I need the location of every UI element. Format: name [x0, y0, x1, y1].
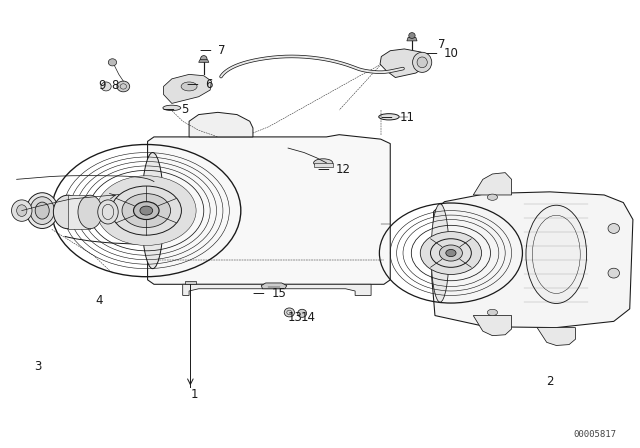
Ellipse shape: [608, 268, 620, 278]
Ellipse shape: [78, 195, 102, 228]
Ellipse shape: [284, 308, 294, 317]
Polygon shape: [184, 281, 196, 284]
Polygon shape: [198, 60, 209, 62]
Ellipse shape: [26, 193, 58, 228]
Polygon shape: [432, 192, 633, 327]
Polygon shape: [189, 112, 253, 137]
Text: 3: 3: [35, 360, 42, 374]
Text: —: —: [186, 78, 198, 91]
Circle shape: [97, 176, 196, 246]
Ellipse shape: [30, 197, 54, 224]
Text: 10: 10: [444, 47, 459, 60]
Ellipse shape: [141, 152, 164, 269]
Text: —: —: [381, 111, 392, 124]
Polygon shape: [182, 284, 371, 296]
Polygon shape: [407, 37, 417, 41]
Ellipse shape: [413, 52, 432, 73]
Text: 8: 8: [111, 79, 118, 92]
Polygon shape: [473, 315, 511, 336]
Ellipse shape: [181, 82, 197, 91]
Polygon shape: [473, 172, 511, 195]
Circle shape: [420, 232, 481, 275]
Polygon shape: [148, 135, 390, 284]
Text: 2: 2: [546, 375, 554, 388]
Text: 7: 7: [438, 38, 445, 51]
Text: 11: 11: [399, 111, 414, 124]
Polygon shape: [380, 49, 429, 78]
Ellipse shape: [108, 59, 116, 66]
Ellipse shape: [487, 309, 497, 315]
Circle shape: [122, 194, 171, 228]
Ellipse shape: [314, 159, 333, 167]
Ellipse shape: [298, 309, 307, 317]
Text: 5: 5: [180, 103, 188, 116]
Circle shape: [134, 202, 159, 220]
Text: —: —: [317, 163, 329, 176]
Text: —: —: [425, 47, 437, 60]
Text: 13: 13: [288, 311, 303, 324]
Ellipse shape: [101, 82, 111, 91]
Text: —: —: [162, 103, 174, 116]
Ellipse shape: [608, 224, 620, 233]
Ellipse shape: [12, 200, 32, 221]
Polygon shape: [261, 283, 287, 289]
Text: —: —: [253, 287, 264, 300]
Text: 6: 6: [205, 78, 212, 91]
Circle shape: [446, 250, 456, 257]
Ellipse shape: [409, 33, 415, 39]
Ellipse shape: [379, 114, 399, 120]
Polygon shape: [537, 327, 575, 345]
Ellipse shape: [117, 81, 130, 92]
Text: 14: 14: [301, 311, 316, 324]
Text: 15: 15: [271, 287, 286, 300]
Ellipse shape: [526, 205, 587, 303]
Circle shape: [140, 206, 153, 215]
Text: 1: 1: [190, 388, 198, 401]
Text: 00005817: 00005817: [573, 430, 616, 439]
Text: —: —: [199, 44, 211, 57]
Ellipse shape: [53, 195, 82, 228]
Polygon shape: [164, 74, 211, 103]
Ellipse shape: [200, 56, 207, 62]
Ellipse shape: [98, 200, 118, 224]
Ellipse shape: [431, 204, 449, 302]
Ellipse shape: [17, 205, 27, 216]
Text: 4: 4: [95, 294, 102, 307]
Ellipse shape: [417, 57, 428, 68]
Ellipse shape: [163, 105, 180, 111]
Polygon shape: [68, 195, 90, 229]
Polygon shape: [314, 163, 333, 167]
Text: 7: 7: [218, 44, 225, 57]
Ellipse shape: [487, 194, 497, 200]
Circle shape: [440, 245, 463, 261]
Text: 9: 9: [99, 79, 106, 92]
Ellipse shape: [35, 202, 49, 219]
Text: 12: 12: [336, 163, 351, 176]
